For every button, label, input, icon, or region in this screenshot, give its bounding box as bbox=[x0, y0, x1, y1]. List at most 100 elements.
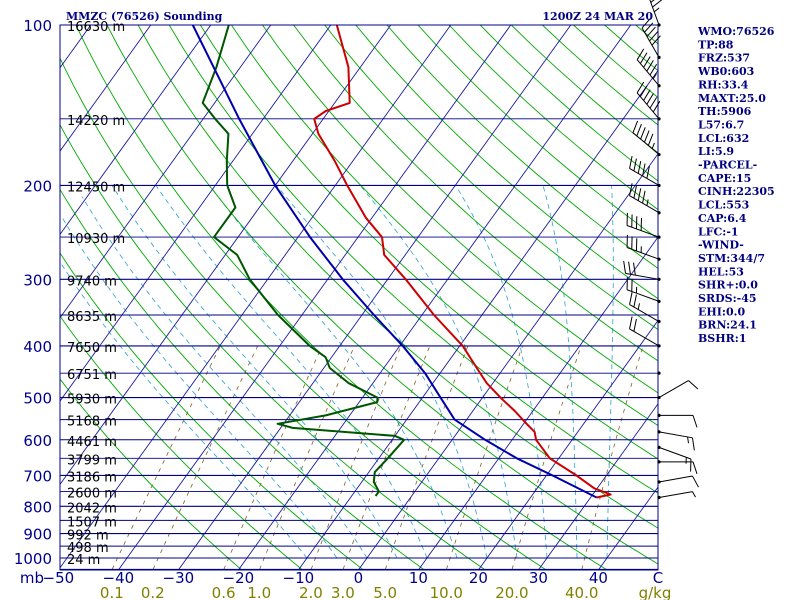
mixing-ratio-label: 0.1 bbox=[100, 584, 124, 600]
isotherm-line bbox=[177, 25, 572, 570]
wind-barb bbox=[629, 316, 661, 348]
stability-indices: WMO:76526TP:88FRZ:537WB0:603RH:33.4MAXT:… bbox=[697, 25, 775, 345]
wind-barb-halfflag bbox=[646, 199, 649, 206]
mixing-ratio-line bbox=[581, 345, 644, 570]
wind-barb-flag bbox=[643, 89, 651, 101]
sounding-trace-1 bbox=[201, 25, 406, 497]
isotherm-line bbox=[477, 319, 658, 570]
wind-barb-flag bbox=[633, 262, 636, 276]
pressure-label: 200 bbox=[23, 177, 52, 195]
height-label: 3186 m bbox=[67, 470, 117, 485]
height-label: 16630 m bbox=[67, 20, 125, 35]
wind-barb-flag bbox=[643, 130, 650, 143]
wind-barb-halfflag bbox=[652, 73, 657, 80]
wind-barb-staff bbox=[658, 431, 693, 439]
index-line: SRDS:-45 bbox=[698, 292, 757, 305]
sounding-traces bbox=[191, 25, 612, 499]
wind-barb-flag bbox=[637, 160, 642, 174]
dry-adiabat-line bbox=[199, 25, 658, 460]
mixing-ratio-line bbox=[259, 345, 355, 570]
index-line: SHR+:0.0 bbox=[698, 279, 758, 292]
height-label: 992 m bbox=[67, 529, 109, 544]
index-line: -WIND- bbox=[698, 239, 744, 252]
pressure-labels: 100 200 300 400 500 600 700 800 900 1000 bbox=[14, 17, 52, 568]
temperature-label: −30 bbox=[163, 569, 195, 587]
wind-barb bbox=[657, 475, 699, 488]
dry-adiabat-line bbox=[60, 252, 363, 570]
dry-adiabat-line bbox=[168, 25, 658, 494]
wind-barb-flag bbox=[652, 100, 661, 113]
wind-barb-staff bbox=[658, 446, 692, 460]
moist-adiabat-line bbox=[81, 196, 368, 559]
wind-barb bbox=[636, 48, 661, 88]
mixing-ratio-label: 0.6 bbox=[212, 584, 236, 600]
wind-barb-flag bbox=[651, 35, 661, 46]
height-label: 498 m bbox=[67, 541, 109, 556]
isotherm-line bbox=[297, 69, 658, 570]
index-line: TH:5906 bbox=[698, 105, 752, 118]
wind-barb-staff bbox=[626, 225, 660, 238]
index-line: MAXT:25.0 bbox=[698, 92, 766, 105]
wind-barb-flag bbox=[649, 63, 658, 76]
index-line: L57:6.7 bbox=[698, 118, 744, 131]
temperature-label: 0 bbox=[354, 569, 364, 587]
wind-barb-flag bbox=[691, 437, 695, 451]
dry-adiabat-line bbox=[355, 25, 658, 300]
isotherm-line bbox=[60, 25, 212, 236]
wind-barb-flag bbox=[640, 127, 646, 140]
moist-adiabat-line bbox=[61, 217, 338, 559]
height-label: 3799 m bbox=[67, 453, 117, 468]
wind-barb bbox=[641, 18, 661, 59]
mixing-ratio-line bbox=[385, 345, 469, 570]
pressure-label: 300 bbox=[23, 271, 52, 289]
pressure-label: 700 bbox=[23, 467, 52, 485]
height-label: 1507 m bbox=[67, 515, 117, 530]
wind-barb-flag bbox=[633, 158, 637, 172]
temperature-label: −40 bbox=[103, 569, 135, 587]
wind-barb-flag bbox=[652, 0, 663, 8]
wind-barb-flag bbox=[629, 316, 633, 329]
wind-barbs bbox=[623, 0, 699, 500]
height-label: 6751 m bbox=[67, 368, 117, 383]
wind-barb-flag bbox=[636, 48, 645, 60]
wind-barb-flag bbox=[692, 475, 699, 488]
wind-barb-flag bbox=[646, 60, 654, 72]
temperature-label: −10 bbox=[283, 569, 315, 587]
isotherm-line bbox=[117, 25, 512, 570]
temperature-label: 30 bbox=[529, 569, 548, 587]
wind-barb-flag bbox=[623, 260, 627, 274]
wind-barb bbox=[657, 380, 699, 400]
index-line: WB0:603 bbox=[697, 65, 754, 78]
temperature-label: 40 bbox=[589, 569, 608, 587]
pressure-label: 400 bbox=[23, 338, 52, 356]
wind-barb bbox=[657, 371, 661, 375]
wind-barb-staff bbox=[632, 132, 660, 155]
wind-barb-halfflag bbox=[637, 303, 640, 310]
wind-barb bbox=[626, 212, 661, 239]
dry-adiabat-line bbox=[324, 25, 658, 331]
index-line: STM:344/7 bbox=[698, 252, 765, 265]
mixing-ratio-label: 40.0 bbox=[565, 584, 598, 600]
wind-barb-flag bbox=[650, 0, 655, 3]
index-line: LCL:553 bbox=[698, 199, 749, 212]
dry-adiabat-line bbox=[386, 25, 658, 270]
wind-barb bbox=[626, 234, 661, 261]
wind-barb-flag bbox=[692, 415, 698, 428]
height-label: 10930 m bbox=[67, 232, 125, 247]
wind-barb-flag bbox=[646, 26, 656, 37]
wind-barb-flag bbox=[688, 380, 699, 390]
moist-adiabat-line bbox=[60, 261, 308, 559]
wind-barb-flag bbox=[639, 85, 648, 97]
wind-barb-staff bbox=[658, 475, 693, 483]
dry-adiabat-line bbox=[231, 25, 658, 427]
isotherm-line bbox=[60, 25, 272, 319]
index-line: WMO:76526 bbox=[697, 25, 775, 38]
wind-barb bbox=[657, 413, 698, 428]
isotherm-line bbox=[237, 25, 632, 570]
dry-adiabat-line bbox=[60, 188, 424, 570]
mixing-ratio-line bbox=[152, 345, 259, 570]
wind-barb bbox=[629, 155, 661, 188]
isotherms bbox=[60, 25, 658, 570]
pressure-label: 600 bbox=[23, 432, 52, 450]
pressure-label: 1000 bbox=[14, 550, 52, 568]
